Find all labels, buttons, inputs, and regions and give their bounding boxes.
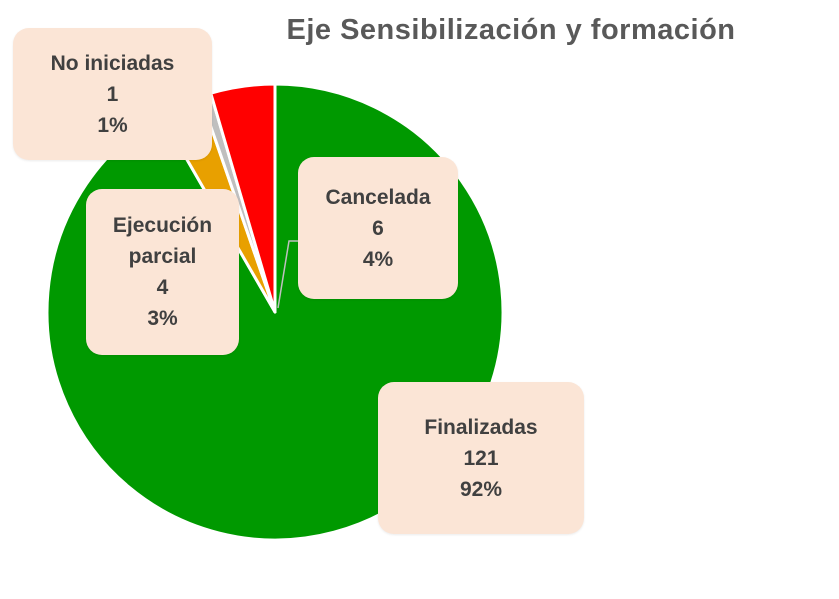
label-percent: 92% [459, 477, 503, 501]
label-percent: 1% [97, 113, 128, 137]
data-label-ejecucion-parcial: Ejecución parcial 4 3% [86, 189, 239, 355]
label-value: 1 [106, 82, 119, 106]
label-percent: 3% [147, 307, 178, 330]
label-name: No iniciadas [50, 51, 175, 75]
label-name-line1: Ejecución [112, 214, 213, 237]
chart-title: Eje Sensibilización y formación [286, 14, 736, 46]
label-percent: 4% [362, 247, 394, 271]
label-name: Cancelada [325, 185, 431, 209]
data-label-cancelada: Cancelada 6 4% [298, 157, 458, 299]
label-name-line2: parcial [128, 245, 197, 268]
data-label-finalizadas: Finalizadas 121 92% [378, 382, 584, 534]
label-name: Finalizadas [424, 415, 538, 439]
label-value: 6 [372, 216, 384, 240]
leader-line-cancelada [277, 240, 298, 309]
label-value: 4 [156, 276, 169, 299]
data-label-no-iniciadas: No iniciadas 1 1% [13, 28, 212, 160]
label-value: 121 [463, 446, 499, 470]
leader-lines [277, 240, 298, 309]
